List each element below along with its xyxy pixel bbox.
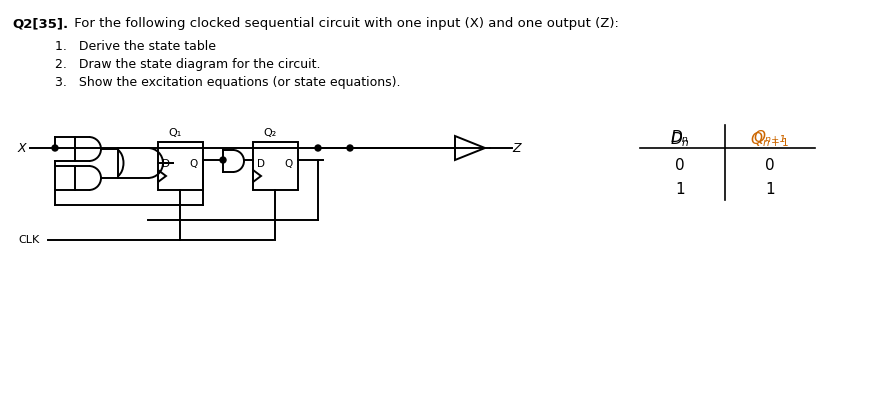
Text: For the following clocked sequential circuit with one input (X) and one output (: For the following clocked sequential cir… bbox=[70, 17, 619, 30]
Text: Q₁: Q₁ bbox=[168, 128, 181, 138]
Text: 1: 1 bbox=[675, 182, 685, 197]
Text: X: X bbox=[18, 141, 27, 154]
Text: Q2[35].: Q2[35]. bbox=[12, 17, 68, 30]
Text: D: D bbox=[257, 159, 265, 169]
Text: Qₙ₊₁: Qₙ₊₁ bbox=[754, 130, 787, 145]
Text: 2.   Draw the state diagram for the circuit.: 2. Draw the state diagram for the circui… bbox=[55, 58, 321, 71]
Circle shape bbox=[52, 145, 58, 151]
Bar bbox=[253, 142, 298, 190]
Text: $D_n$: $D_n$ bbox=[670, 130, 690, 149]
Text: 0: 0 bbox=[766, 158, 775, 173]
Text: $Q_{n+1}$: $Q_{n+1}$ bbox=[750, 130, 790, 149]
Text: 1.   Derive the state table: 1. Derive the state table bbox=[55, 40, 216, 53]
Bar bbox=[158, 142, 203, 190]
Text: D: D bbox=[162, 159, 170, 169]
Text: Q: Q bbox=[189, 159, 197, 169]
Text: Q₂: Q₂ bbox=[263, 128, 276, 138]
Text: Q: Q bbox=[284, 159, 293, 169]
Text: 3.   Show the excitation equations (or state equations).: 3. Show the excitation equations (or sta… bbox=[55, 76, 401, 89]
Circle shape bbox=[347, 145, 353, 151]
Text: Dₙ: Dₙ bbox=[671, 130, 689, 145]
Text: 0: 0 bbox=[675, 158, 685, 173]
Text: CLK: CLK bbox=[18, 235, 39, 245]
Circle shape bbox=[220, 157, 226, 163]
Text: 1: 1 bbox=[766, 182, 775, 197]
Circle shape bbox=[315, 145, 321, 151]
Text: Z: Z bbox=[512, 141, 521, 154]
